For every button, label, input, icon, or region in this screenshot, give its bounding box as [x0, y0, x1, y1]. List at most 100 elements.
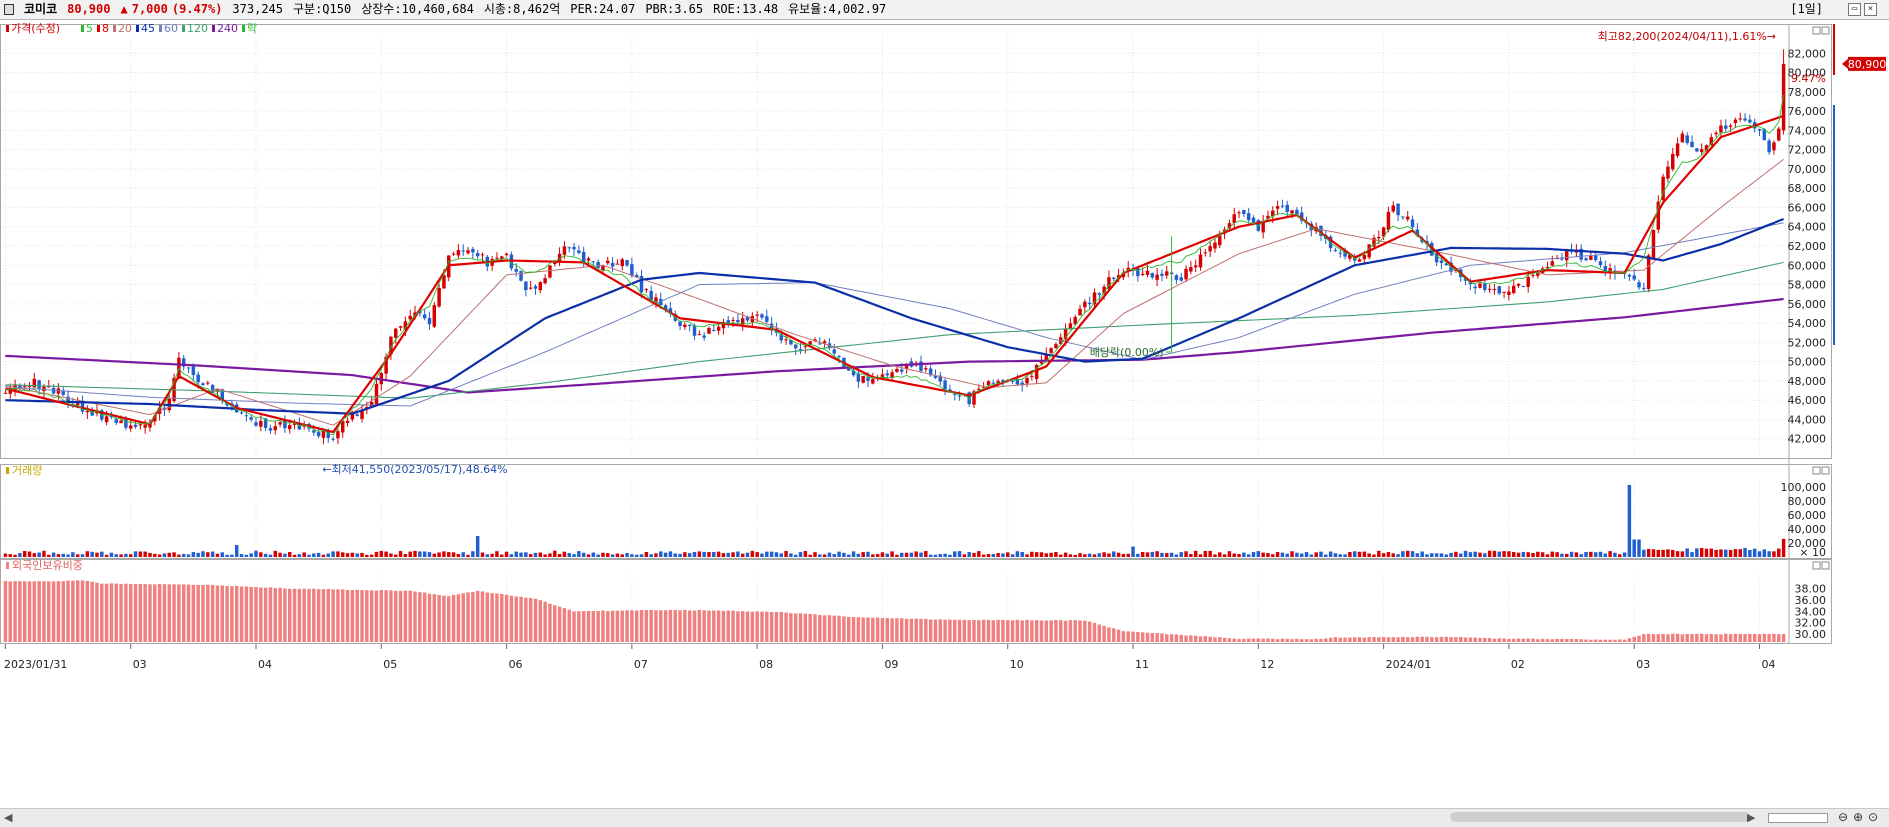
foreign-ratio-bar: [1415, 636, 1420, 642]
candle-body: [254, 422, 258, 426]
candle: [524, 281, 528, 297]
candle: [1357, 258, 1362, 262]
candle-body: [1536, 272, 1540, 276]
candle: [938, 372, 943, 386]
foreign-ratio-bar: [302, 588, 306, 642]
foreign-ratio-bar: [644, 610, 649, 642]
period-selector[interactable]: [1일]: [1790, 2, 1823, 16]
scrollbar-thumb[interactable]: [1450, 812, 1750, 822]
foreign-ratio-bar: [1097, 624, 1102, 642]
volume-bar: [663, 552, 668, 557]
candle: [1198, 248, 1203, 271]
legend-swatch: [6, 467, 9, 474]
candle-body: [639, 276, 644, 293]
volume-bar: [634, 554, 639, 557]
candle-body: [1020, 382, 1024, 386]
zoom-fit-icon[interactable]: ⊙: [1868, 810, 1879, 824]
foreign-ratio-bar: [1724, 633, 1728, 642]
close-icon[interactable]: ×: [1864, 3, 1877, 16]
candle-body: [1728, 125, 1733, 127]
foreign-ratio-bar: [1121, 631, 1126, 642]
volume-bar: [480, 552, 485, 557]
candle-body: [215, 389, 220, 392]
volume-bar: [1531, 553, 1535, 557]
candle-body: [422, 314, 427, 319]
volume-bar: [302, 552, 306, 557]
candle: [615, 259, 620, 265]
foreign-ratio-bar: [596, 611, 600, 642]
foreign-ratio-bar: [1314, 638, 1318, 642]
candle-body: [1487, 288, 1492, 290]
window-menu-icon[interactable]: [4, 4, 14, 15]
volume-bar: [162, 553, 167, 557]
volume-bar: [1396, 554, 1400, 557]
stock-name[interactable]: 코미코: [24, 2, 58, 16]
volume-bar: [760, 553, 764, 557]
volume-bar: [1107, 553, 1111, 557]
candle-body: [340, 420, 345, 433]
stock-chart[interactable]: 82,000 80,000 78,000 76,000 74,000 72,000 70,0…: [0, 20, 1889, 808]
foreign-ratio-bar: [914, 618, 918, 642]
volume-bar: [1006, 552, 1010, 557]
foreign-ratio-bar: [1637, 635, 1641, 642]
candle: [793, 344, 798, 356]
candle: [750, 312, 755, 328]
candle: [1401, 216, 1405, 220]
price-tick-label: 48,000: [1788, 375, 1827, 388]
foreign-ratio-bar: [933, 619, 938, 642]
volume-bar: [924, 551, 928, 557]
foreign-ratio-bar: [1781, 634, 1786, 642]
candle-body: [596, 262, 600, 268]
pane-close-icon[interactable]: [1821, 466, 1830, 475]
foreign-ratio-bar: [1608, 639, 1612, 642]
time-tick-label: 12: [1260, 658, 1274, 671]
volume-bar: [104, 554, 109, 557]
pane-minimize-icon[interactable]: [1812, 26, 1821, 35]
volume-bar: [1136, 553, 1140, 557]
candle-body: [1054, 344, 1058, 348]
candle: [283, 415, 287, 433]
candle-body: [133, 424, 138, 427]
foreign-ratio-bar: [875, 617, 880, 642]
zoom-out-icon[interactable]: ⊖: [1838, 810, 1849, 824]
volume-bar: [1569, 551, 1574, 557]
pane-minimize-icon[interactable]: [1812, 561, 1821, 570]
foreign-title: 외국인보유비중: [12, 559, 83, 572]
volume-bar: [789, 553, 793, 557]
restore-icon[interactable]: ▭: [1848, 3, 1861, 16]
foreign-ratio-bar: [413, 591, 417, 642]
candle: [1136, 267, 1140, 282]
foreign-ratio-bar: [1063, 620, 1068, 642]
volume-bar: [861, 552, 865, 557]
candle-body: [649, 291, 653, 301]
pane-close-icon[interactable]: [1821, 561, 1830, 570]
zoom-in-icon[interactable]: ⊕: [1853, 810, 1864, 824]
pane-close-icon[interactable]: [1821, 26, 1830, 35]
foreign-ratio-bar: [1752, 633, 1757, 642]
candle-body: [1001, 380, 1005, 382]
chart-scrollbar[interactable]: ◀ ▶ ⊖ ⊕ ⊙: [0, 808, 1889, 827]
pane-minimize-icon[interactable]: [1812, 466, 1821, 475]
zoom-slider[interactable]: [1768, 813, 1828, 823]
scroll-right-icon[interactable]: ▶: [1747, 811, 1756, 824]
scroll-left-icon[interactable]: ◀: [4, 811, 13, 824]
volume-bar: [567, 553, 571, 557]
volume-bar: [1598, 551, 1603, 557]
foreign-ratio-bar: [1295, 638, 1299, 642]
candle: [654, 293, 658, 309]
volume-bar: [345, 553, 350, 557]
per-value: PER:24.07: [570, 2, 636, 16]
high-price-annotation: 최고82,200(2024/04/11),1.61%→: [1598, 30, 1776, 43]
candle-body: [856, 373, 861, 382]
volume-bar: [432, 553, 437, 557]
volume-bar: [1767, 551, 1771, 557]
foreign-ratio-bar: [442, 595, 446, 642]
candle: [1285, 200, 1289, 217]
change-arrow-icon: ▲: [120, 2, 128, 16]
candle-body: [1545, 266, 1550, 268]
volume-bar: [630, 554, 634, 557]
volume-bar: [1574, 552, 1579, 557]
candle: [726, 316, 730, 328]
volume-bar: [254, 550, 258, 557]
volume-bar: [1748, 549, 1752, 557]
